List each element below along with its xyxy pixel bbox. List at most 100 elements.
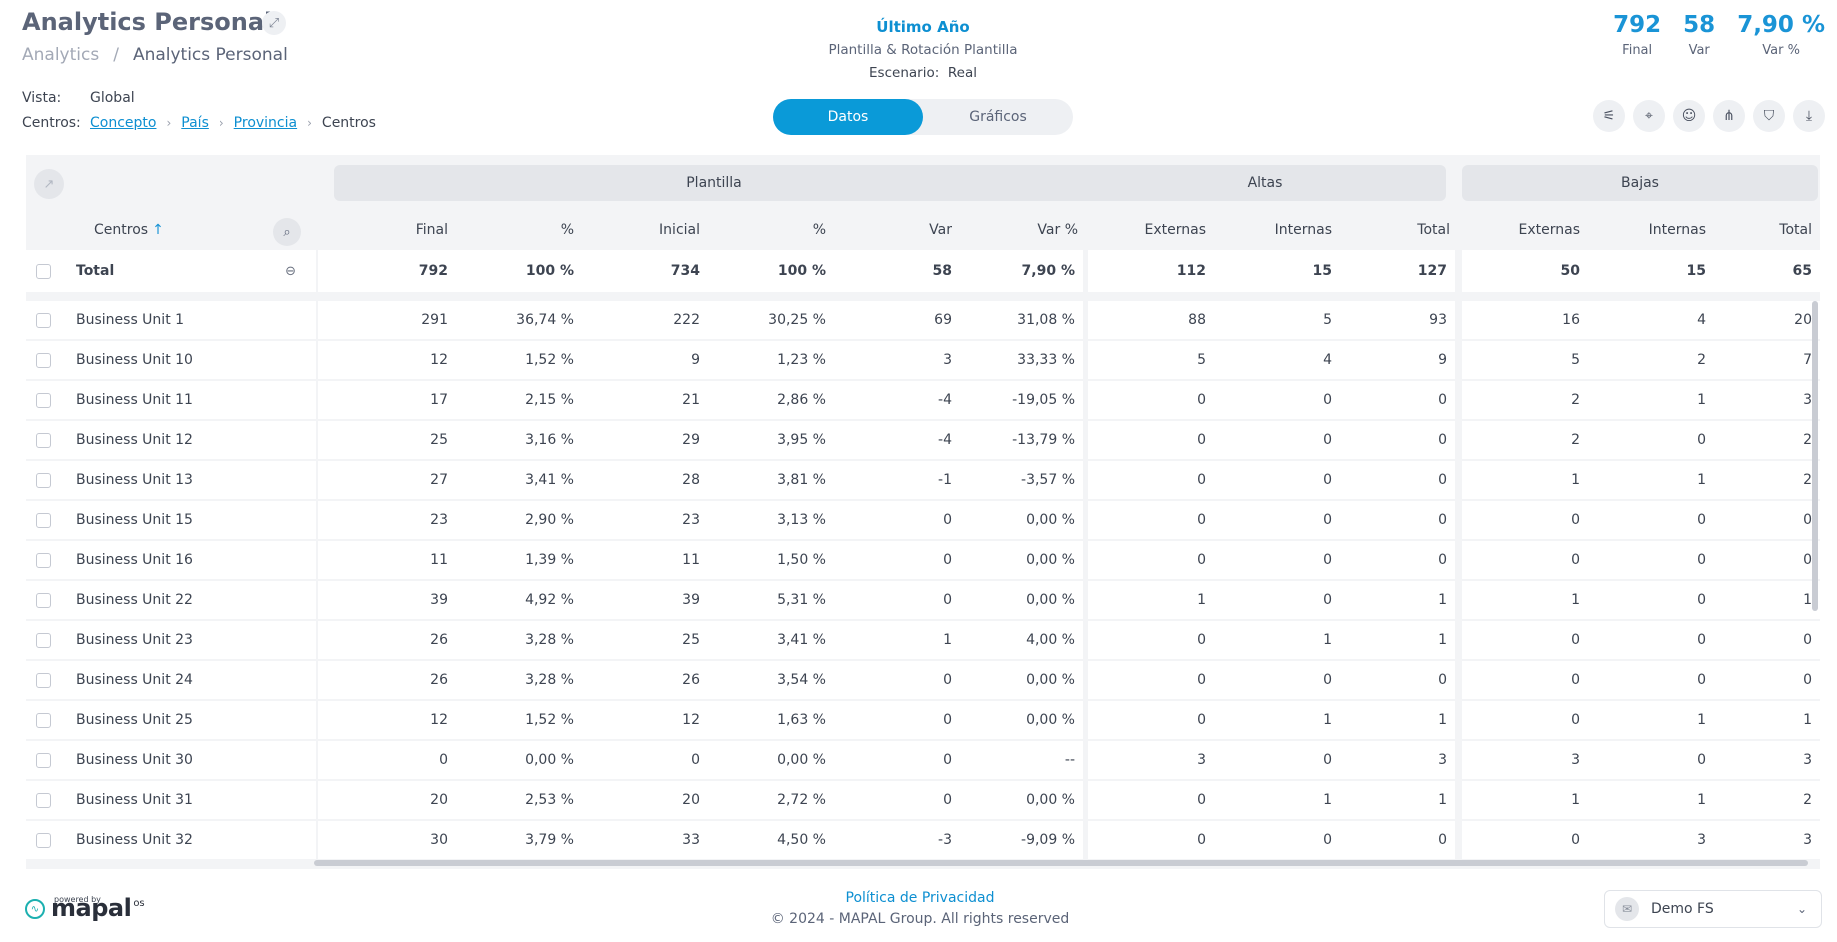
column-header-10[interactable]: Internas [1648, 222, 1706, 238]
column-header-7[interactable]: Internas [1274, 222, 1332, 238]
row-checkbox[interactable] [36, 712, 51, 728]
map-pin-icon[interactable]: ⌖ [1633, 100, 1665, 132]
table-row[interactable]: Business Unit 25 12 1,52 % 12 1,63 % 0 0,00 % 0… [26, 701, 1820, 739]
value-cell: 2,86 % [708, 381, 834, 419]
column-header-6[interactable]: Externas [1144, 222, 1207, 238]
table-row[interactable]: Business Unit 12 25 3,16 % 29 3,95 % -4 -13,79… [26, 421, 1820, 459]
column-header-4[interactable]: Var [929, 222, 952, 238]
horizontal-scrollbar[interactable] [314, 860, 1808, 866]
value-cell: 2,90 % [456, 501, 582, 539]
value-cell: 0 [834, 741, 960, 779]
row-name[interactable]: Business Unit 31 [76, 792, 193, 808]
vertical-scrollbar[interactable] [1812, 301, 1818, 611]
expand-button[interactable]: ⤢ [262, 11, 286, 35]
table-row[interactable]: Business Unit 11 17 2,15 % 21 2,86 % -4 -19,05… [26, 381, 1820, 419]
table-row[interactable]: Business Unit 1 291 36,74 % 222 30,25 % 69 31,… [26, 301, 1820, 339]
brand-suffix: os [133, 898, 145, 909]
column-header-0[interactable]: Final [415, 222, 448, 238]
value-cell: 0 [1340, 501, 1455, 539]
table-row[interactable]: Business Unit 30 0 0,00 % 0 0,00 % 0 -- 3 0 3 3 0 3 [26, 741, 1820, 779]
row-name[interactable]: Business Unit 30 [76, 752, 193, 768]
table-row[interactable]: Business Unit 23 26 3,28 % 25 3,41 % 1 4,00 % 0… [26, 621, 1820, 659]
row-checkbox[interactable] [36, 263, 51, 279]
tab-graficos[interactable]: Gráficos [969, 109, 1027, 125]
row-checkbox[interactable] [36, 632, 51, 648]
search-icon[interactable]: ⌕ [273, 218, 301, 246]
value-cell: 3,79 % [456, 821, 582, 859]
download-icon[interactable]: ⤓ [1793, 100, 1825, 132]
row-checkbox[interactable] [36, 352, 51, 368]
table-row[interactable]: Business Unit 31 20 2,53 % 20 2,72 % 0 0,00 % 0… [26, 781, 1820, 819]
value-cell: 0 [1088, 621, 1214, 659]
row-checkbox[interactable] [36, 512, 51, 528]
row-name[interactable]: Business Unit 22 [76, 592, 193, 608]
zoom-out-icon[interactable]: ⊖ [285, 263, 296, 279]
row-checkbox[interactable] [36, 432, 51, 448]
value-cell: 15 [1214, 250, 1340, 292]
column-header-11[interactable]: Total [1779, 222, 1812, 238]
breadcrumb-item-analytics[interactable]: Analytics [22, 45, 100, 65]
table-row[interactable]: Business Unit 10 12 1,52 % 9 1,23 % 3 33,33 % 5… [26, 341, 1820, 379]
table-row[interactable]: Business Unit 13 27 3,41 % 28 3,81 % -1 -3,57 … [26, 461, 1820, 499]
privacy-link[interactable]: Política de Privacidad [845, 890, 995, 906]
column-header-3[interactable]: % [812, 222, 826, 238]
row-name[interactable]: Business Unit 23 [76, 632, 193, 648]
row-name[interactable]: Business Unit 25 [76, 712, 193, 728]
row-checkbox[interactable] [36, 592, 51, 608]
row-checkbox[interactable] [36, 472, 51, 488]
row-name[interactable]: Business Unit 24 [76, 672, 193, 688]
drill-link-provincia[interactable]: Provincia [233, 115, 298, 131]
tab-datos[interactable]: Datos [773, 99, 923, 135]
value-cell: 1 [834, 621, 960, 659]
table-row[interactable]: Business Unit 16 11 1,39 % 11 1,50 % 0 0,00 % 0… [26, 541, 1820, 579]
value-cell: 25 [318, 421, 456, 459]
value-cell: 9 [1340, 341, 1455, 379]
row-checkbox[interactable] [36, 752, 51, 768]
value-cell: 2 [1714, 781, 1820, 819]
column-header-8[interactable]: Total [1417, 222, 1450, 238]
hierarchy-icon[interactable]: ⋔ [1713, 100, 1745, 132]
bookmark-icon[interactable]: ⛉ [1753, 100, 1785, 132]
row-name[interactable]: Business Unit 11 [76, 392, 193, 408]
column-header-5[interactable]: Var % [1037, 222, 1078, 238]
column-header-1[interactable]: % [560, 222, 574, 238]
row-checkbox[interactable] [36, 392, 51, 408]
row-checkbox[interactable] [36, 832, 51, 848]
user-circle-icon[interactable]: ☺ [1673, 100, 1705, 132]
value-cell: 12 [582, 701, 708, 739]
value-cell: 12 [318, 701, 456, 739]
company-select[interactable]: ✉ Demo FS ⌄ [1604, 890, 1822, 928]
row-name[interactable]: Business Unit 16 [76, 552, 193, 568]
column-header-9[interactable]: Externas [1518, 222, 1581, 238]
drill-link-concepto[interactable]: Concepto [90, 115, 157, 131]
table-row[interactable]: Business Unit 15 23 2,90 % 23 3,13 % 0 0,00 % 0… [26, 501, 1820, 539]
value-cell: 3,28 % [456, 621, 582, 659]
powered-by-label: powered by [54, 895, 101, 904]
row-name[interactable]: Business Unit 13 [76, 472, 193, 488]
table-row[interactable]: Business Unit 24 26 3,28 % 26 3,54 % 0 0,00 % 0… [26, 661, 1820, 699]
row-checkbox[interactable] [36, 552, 51, 568]
row-name-cell: Business Unit 24 [26, 661, 316, 699]
value-cell: 1 [1714, 701, 1820, 739]
row-name[interactable]: Business Unit 32 [76, 832, 193, 848]
value-cell: 0 [1462, 541, 1588, 579]
row-name[interactable]: Business Unit 1 [76, 312, 185, 328]
row-name[interactable]: Business Unit 10 [76, 352, 193, 368]
row-name[interactable]: Business Unit 15 [76, 512, 193, 528]
drill-link-pais[interactable]: País [181, 115, 209, 131]
column-header-centros[interactable]: Centros ↑ [94, 222, 164, 238]
value-cell: 3 [1714, 821, 1820, 859]
column-header-2[interactable]: Inicial [659, 222, 700, 238]
row-checkbox[interactable] [36, 792, 51, 808]
row-name[interactable]: Business Unit 12 [76, 432, 193, 448]
row-checkbox[interactable] [36, 312, 51, 328]
value-cell: 1 [1462, 461, 1588, 499]
value-cell: 3,54 % [708, 661, 834, 699]
table-row[interactable]: Business Unit 32 30 3,79 % 33 4,50 % -3 -9,09 … [26, 821, 1820, 859]
period-label[interactable]: Último Año [876, 18, 970, 36]
value-cell: 1 [1214, 621, 1340, 659]
trend-icon[interactable]: ↗ [34, 169, 64, 199]
table-row[interactable]: Business Unit 22 39 4,92 % 39 5,31 % 0 0,00 % 1… [26, 581, 1820, 619]
row-checkbox[interactable] [36, 672, 51, 688]
sliders-icon[interactable]: ⚟ [1593, 100, 1625, 132]
